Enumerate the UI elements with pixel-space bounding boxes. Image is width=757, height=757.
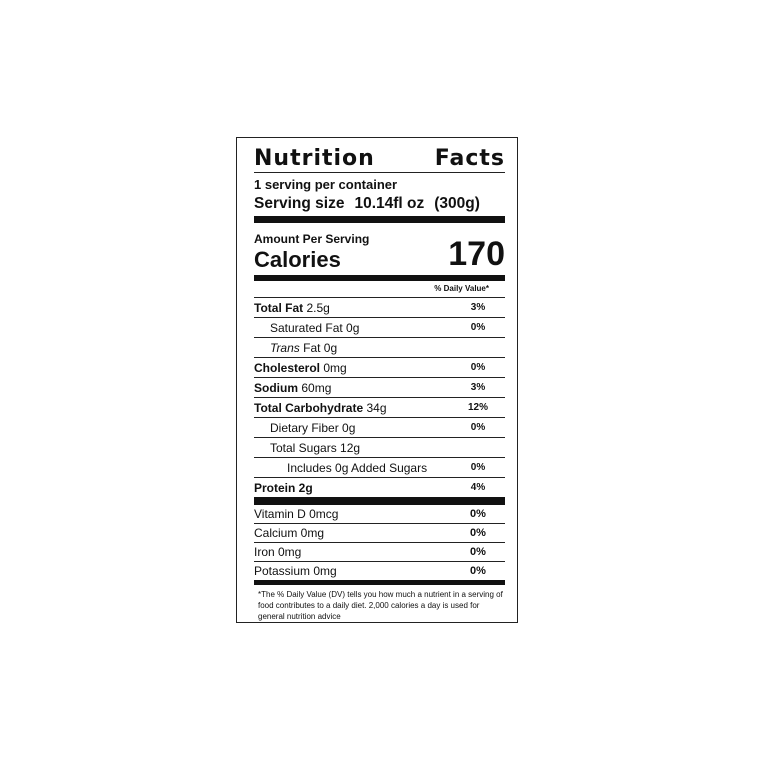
- nutrient-row: Protein 2g 4%: [254, 478, 505, 497]
- nutrient-row: Total Carbohydrate 34g 12%: [254, 398, 505, 418]
- thick-divider: [254, 580, 505, 585]
- nutrient-percent: 0%: [470, 362, 486, 373]
- serving-size-value: 10.14fl oz: [354, 195, 425, 212]
- amount-per-serving: Amount Per Serving: [254, 232, 370, 246]
- nutrient-amount: 0mg: [323, 361, 347, 375]
- nutrient-percent: 3%: [470, 382, 486, 393]
- nutrient-amount: Dietary Fiber 0g: [270, 421, 356, 435]
- thick-divider: [254, 275, 505, 281]
- nutrient-percent: 4%: [470, 482, 486, 493]
- nutrient-name: Total Sugars 12g: [254, 438, 360, 457]
- nutrient-name: Protein 2g: [254, 478, 313, 497]
- nutrient-amount: Total Sugars 12g: [270, 441, 361, 455]
- calories-row: Amount Per Serving Calories 170: [254, 229, 505, 275]
- thick-divider: [254, 216, 505, 223]
- vitamin-row: Iron 0mg 0%: [254, 543, 505, 562]
- nutrient-percent: 3%: [470, 302, 486, 313]
- nutrient-amount: 34g: [366, 401, 387, 415]
- label-title: Nutrition Facts: [254, 145, 505, 173]
- serving-size-label: Serving size: [254, 195, 345, 212]
- nutrient-row: Includes 0g Added Sugars 0%: [254, 458, 505, 478]
- vitamin-percent: 0%: [470, 565, 486, 577]
- daily-value-header: % Daily Value*: [254, 281, 505, 298]
- servings-per-container: 1 serving per container: [254, 177, 398, 192]
- nutrition-facts-label: Nutrition Facts 1 serving per container …: [236, 137, 518, 623]
- nutrient-row: Dietary Fiber 0g 0%: [254, 418, 505, 438]
- nutrient-name: Cholesterol 0mg: [254, 358, 347, 377]
- nutrient-bold: Total Fat: [254, 301, 304, 315]
- calories-left: Amount Per Serving Calories: [254, 232, 369, 275]
- vitamin-name: Vitamin D 0mcg: [254, 507, 339, 521]
- title-word-1: Nutrition: [254, 146, 375, 171]
- vitamin-percent: 0%: [470, 508, 486, 520]
- title-word-2: Facts: [434, 146, 505, 171]
- nutrient-row: Cholesterol 0mg 0%: [254, 358, 505, 378]
- nutrient-row: Trans Fat 0g: [254, 338, 505, 358]
- nutrient-row: Saturated Fat 0g 0%: [254, 318, 505, 338]
- nutrient-name: Includes 0g Added Sugars: [254, 458, 427, 477]
- nutrient-name: Sodium 60mg: [254, 378, 331, 397]
- serving-size-grams: (300g): [434, 195, 480, 212]
- vitamin-percent: 0%: [470, 546, 486, 558]
- vitamin-row: Calcium 0mg 0%: [254, 524, 505, 543]
- nutrient-name: Dietary Fiber 0g: [254, 418, 355, 437]
- footnote: *The % Daily Value (DV) tells you how mu…: [258, 590, 503, 621]
- nutrient-row: Sodium 60mg 3%: [254, 378, 505, 398]
- nutrient-percent: [463, 438, 493, 457]
- nutrient-amount: Saturated Fat 0g: [270, 321, 360, 335]
- nutrient-amount: Fat 0g: [299, 341, 338, 355]
- nutrient-bold: Cholesterol: [254, 361, 321, 375]
- nutrient-name: Total Carbohydrate 34g: [254, 398, 387, 417]
- nutrient-percent: 0%: [470, 462, 486, 473]
- serving-size: Serving size 10.14fl oz (300g): [254, 194, 505, 216]
- nutrient-italic: Trans: [270, 341, 300, 355]
- vitamin-name: Potassium 0mg: [254, 564, 337, 578]
- nutrient-name: Total Fat 2.5g: [254, 298, 330, 317]
- nutrient-name: Saturated Fat 0g: [254, 318, 359, 337]
- vitamin-row: Vitamin D 0mcg 0%: [254, 505, 505, 524]
- nutrient-bold: Sodium: [254, 381, 298, 395]
- nutrient-percent: 12%: [467, 402, 488, 413]
- calories-value: 170: [448, 235, 505, 273]
- vitamin-name: Calcium 0mg: [254, 526, 325, 540]
- nutrient-row: Total Fat 2.5g 3%: [254, 298, 505, 318]
- calories-label: Calories: [254, 247, 341, 272]
- vitamin-percent: 0%: [470, 527, 486, 539]
- nutrient-percent: [463, 338, 493, 357]
- thick-divider: [254, 497, 505, 505]
- nutrient-percent: 0%: [470, 322, 486, 333]
- nutrient-amount: Includes 0g Added Sugars: [287, 461, 428, 475]
- vitamin-list: Vitamin D 0mcg 0% Calcium 0mg 0% Iron 0mg 0% P…: [254, 505, 505, 580]
- nutrient-percent: 0%: [470, 422, 486, 433]
- nutrient-bold: Protein 2g: [254, 481, 313, 495]
- vitamin-row: Potassium 0mg 0%: [254, 562, 505, 580]
- nutrient-list: Total Fat 2.5g 3% Saturated Fat 0g 0% Trans …: [254, 298, 505, 497]
- nutrient-bold: Total Carbohydrate: [254, 401, 364, 415]
- vitamin-name: Iron 0mg: [254, 545, 302, 559]
- nutrient-name: Trans Fat 0g: [254, 338, 337, 357]
- nutrient-row: Total Sugars 12g: [254, 438, 505, 458]
- nutrient-amount: 60mg: [301, 381, 332, 395]
- nutrient-amount: 2.5g: [306, 301, 330, 315]
